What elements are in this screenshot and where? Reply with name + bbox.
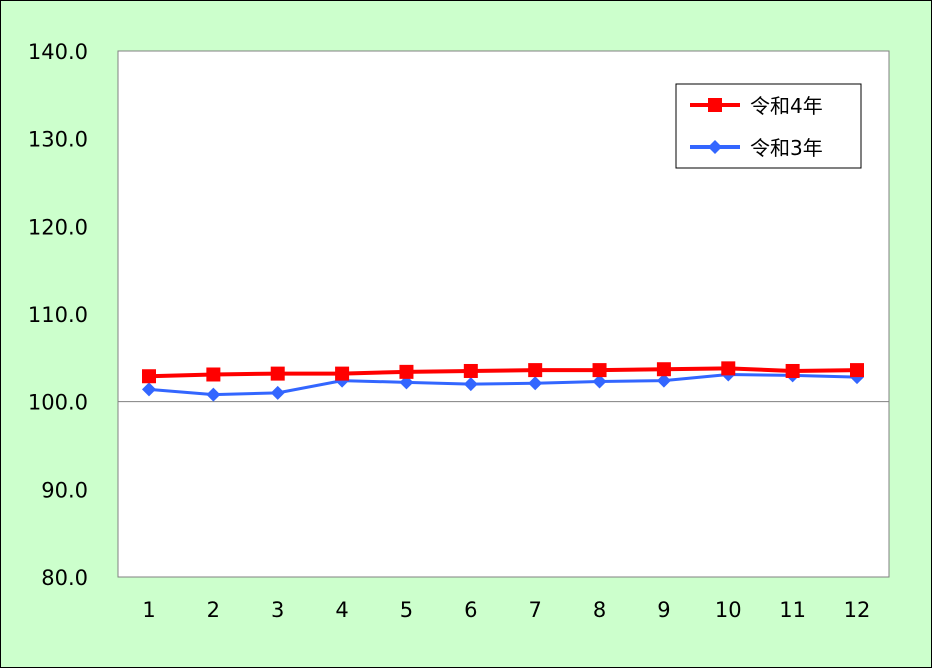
series-1-line — [148, 366, 858, 379]
y-tick-label: 120.0 — [28, 215, 88, 239]
series-1-point — [142, 369, 156, 384]
series-1-point — [206, 367, 221, 382]
series-1-point — [592, 363, 607, 378]
x-tick-label: 11 — [779, 598, 806, 622]
x-tick-label: 1 — [142, 598, 155, 622]
legend: 令和4年 令和3年 — [675, 83, 862, 169]
series-1-point — [721, 361, 736, 376]
x-tick-label: 7 — [528, 598, 541, 622]
y-tick-label: 110.0 — [28, 303, 88, 327]
y-tick-label: 140.0 — [28, 40, 88, 64]
series-2-line — [148, 372, 858, 397]
series-2-point — [592, 374, 607, 389]
series-1-point — [528, 363, 543, 378]
x-tick-label: 2 — [207, 598, 220, 622]
y-tick-label: 130.0 — [28, 128, 88, 152]
series-2-point — [399, 375, 414, 390]
x-axis: 1 2 3 4 5 6 7 8 9 10 11 12 — [142, 598, 870, 622]
legend-box — [675, 83, 862, 169]
series-1-point — [850, 363, 864, 378]
x-tick-label: 10 — [715, 598, 742, 622]
series-1-point — [270, 366, 285, 381]
y-tick-label: 80.0 — [41, 566, 88, 590]
x-tick-label: 12 — [844, 598, 871, 622]
x-tick-label: 6 — [464, 598, 477, 622]
series-2-point — [463, 377, 478, 392]
x-tick-label: 5 — [400, 598, 413, 622]
y-axis: 80.0 90.0 100.0 110.0 120.0 130.0 140.0 — [28, 40, 88, 590]
series-2-point — [206, 387, 221, 402]
series-2-point — [656, 373, 671, 388]
x-tick-label: 3 — [271, 598, 284, 622]
series-1-point — [463, 363, 478, 378]
legend-label-series-2: 令和3年 — [750, 136, 823, 160]
series-1-point — [399, 364, 414, 379]
series-layer — [142, 361, 864, 402]
x-tick-label: 9 — [657, 598, 670, 622]
series-2-point — [528, 376, 543, 391]
legend-label-series-1: 令和4年 — [750, 94, 823, 118]
series-1 — [142, 361, 864, 384]
x-tick-label: 4 — [335, 598, 348, 622]
legend-marker-series-2 — [708, 140, 722, 154]
series-1-point — [335, 366, 350, 381]
series-2-point — [142, 382, 156, 397]
y-tick-label: 100.0 — [28, 391, 88, 415]
legend-marker-series-1 — [708, 98, 722, 112]
series-1-point — [656, 362, 671, 377]
y-tick-label: 90.0 — [41, 478, 88, 502]
x-tick-label: 8 — [593, 598, 606, 622]
series-2-point — [270, 385, 285, 400]
series-1-point — [785, 363, 800, 378]
